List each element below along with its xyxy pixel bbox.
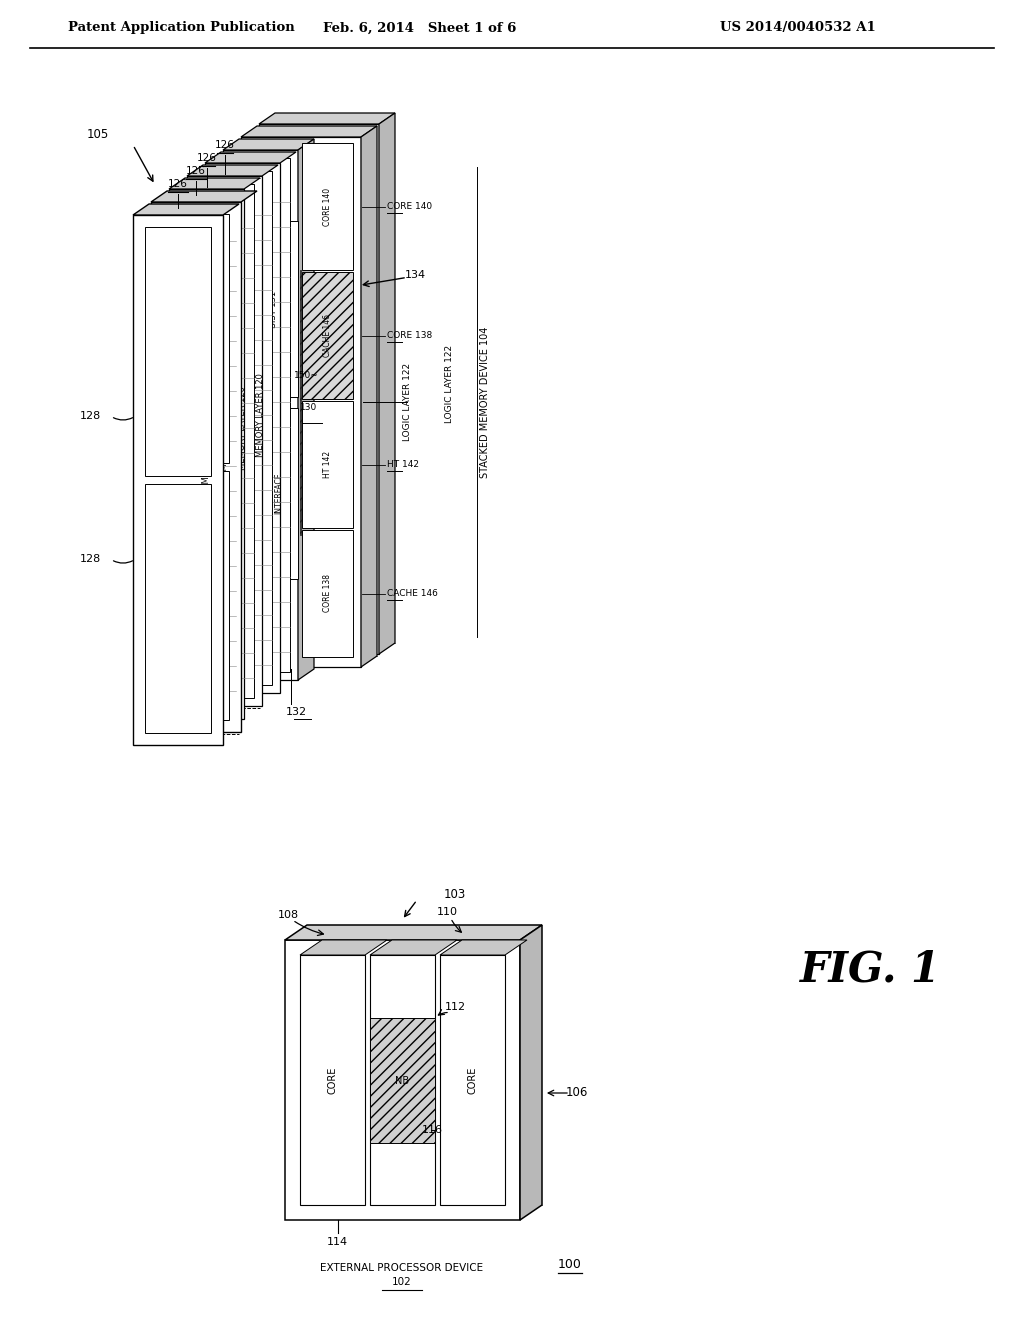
- Text: FIG. 1: FIG. 1: [800, 949, 940, 991]
- Polygon shape: [151, 191, 257, 202]
- Polygon shape: [145, 484, 211, 733]
- Text: Feb. 6, 2014   Sheet 1 of 6: Feb. 6, 2014 Sheet 1 of 6: [324, 21, 517, 34]
- Polygon shape: [285, 925, 542, 940]
- Text: LOGIC LAYER 122: LOGIC LAYER 122: [314, 350, 324, 428]
- Polygon shape: [259, 114, 395, 124]
- Text: CORE 138: CORE 138: [387, 331, 432, 341]
- Text: 103: 103: [443, 888, 466, 902]
- Text: CORE 140: CORE 140: [387, 202, 432, 211]
- Text: 105: 105: [87, 128, 110, 141]
- Text: CORE 138: CORE 138: [323, 574, 332, 612]
- Polygon shape: [285, 940, 520, 1220]
- Text: MEMORY
INTERFACE: MEMORY INTERFACE: [264, 473, 284, 515]
- Text: 128: 128: [80, 554, 101, 565]
- Polygon shape: [213, 172, 272, 685]
- Text: MEMORY LAYER 120: MEMORY LAYER 120: [256, 374, 265, 457]
- Polygon shape: [145, 227, 211, 477]
- Text: EXTERNAL PROCESSOR DEVICE: EXTERNAL PROCESSOR DEVICE: [321, 1263, 483, 1272]
- Polygon shape: [205, 162, 280, 693]
- Text: CACHE 146: CACHE 146: [323, 314, 332, 356]
- Text: 112: 112: [444, 1002, 466, 1012]
- Polygon shape: [370, 954, 435, 1205]
- Text: 126: 126: [197, 153, 216, 162]
- Polygon shape: [187, 176, 262, 706]
- Text: HT 142: HT 142: [387, 459, 419, 469]
- Polygon shape: [302, 143, 353, 271]
- Text: 110: 110: [437, 907, 458, 917]
- Text: 134: 134: [404, 271, 426, 280]
- Text: 108: 108: [278, 909, 299, 920]
- Text: CORE: CORE: [468, 1067, 477, 1094]
- Text: 150~: 150~: [306, 411, 332, 420]
- Text: 116: 116: [422, 1125, 443, 1135]
- Text: 100: 100: [558, 1258, 582, 1271]
- Polygon shape: [298, 139, 314, 680]
- Polygon shape: [151, 202, 241, 733]
- Polygon shape: [241, 125, 377, 137]
- Polygon shape: [205, 152, 296, 162]
- Text: CORE: CORE: [328, 1067, 338, 1094]
- Text: CORE 140: CORE 140: [323, 187, 332, 226]
- Polygon shape: [379, 114, 395, 653]
- Text: 128: 128: [80, 412, 101, 421]
- Text: NB: NB: [395, 1076, 410, 1085]
- Text: 132: 132: [286, 708, 306, 717]
- Polygon shape: [259, 124, 379, 653]
- Polygon shape: [370, 1018, 435, 1143]
- Text: 114: 114: [327, 1237, 348, 1247]
- Text: LOGIC LAYER 122: LOGIC LAYER 122: [297, 363, 305, 441]
- Polygon shape: [520, 925, 542, 1220]
- Text: HT 142: HT 142: [323, 451, 332, 478]
- Polygon shape: [300, 940, 387, 954]
- Polygon shape: [163, 471, 229, 719]
- Polygon shape: [231, 158, 290, 672]
- Polygon shape: [163, 214, 229, 463]
- Text: LOGIC LAYER 122: LOGIC LAYER 122: [402, 363, 412, 441]
- Text: MEMORY LAYER 120: MEMORY LAYER 120: [238, 385, 247, 470]
- Polygon shape: [361, 125, 377, 667]
- Text: 126: 126: [168, 180, 188, 189]
- Text: MEMORY LAYER 120: MEMORY LAYER 120: [220, 399, 229, 483]
- Text: CACHE 146: CACHE 146: [387, 589, 438, 598]
- Polygon shape: [195, 183, 254, 698]
- Polygon shape: [169, 189, 244, 719]
- Polygon shape: [440, 940, 527, 954]
- Polygon shape: [249, 408, 298, 579]
- Text: 130: 130: [300, 403, 317, 412]
- Polygon shape: [223, 150, 298, 680]
- Text: 102: 102: [392, 1276, 412, 1287]
- Polygon shape: [133, 215, 223, 744]
- Polygon shape: [300, 954, 365, 1205]
- Text: BIST 131: BIST 131: [269, 290, 278, 327]
- Polygon shape: [169, 178, 260, 189]
- Text: LOGIC LAYER 122: LOGIC LAYER 122: [445, 345, 455, 424]
- Text: 106: 106: [566, 1086, 588, 1100]
- Polygon shape: [187, 165, 278, 176]
- Text: STACKED MEMORY DEVICE 104: STACKED MEMORY DEVICE 104: [480, 326, 490, 478]
- Polygon shape: [370, 940, 457, 954]
- Polygon shape: [249, 220, 298, 397]
- Text: 150~: 150~: [294, 371, 318, 380]
- Polygon shape: [440, 954, 505, 1205]
- Text: US 2014/0040532 A1: US 2014/0040532 A1: [720, 21, 876, 34]
- Text: 126: 126: [186, 166, 206, 176]
- Text: Patent Application Publication: Patent Application Publication: [68, 21, 295, 34]
- Polygon shape: [223, 139, 314, 150]
- Polygon shape: [302, 531, 353, 657]
- Polygon shape: [133, 205, 239, 215]
- Polygon shape: [241, 137, 361, 667]
- Polygon shape: [177, 197, 236, 711]
- Text: MEMORY LAYER 120: MEMORY LAYER 120: [202, 412, 211, 496]
- Text: 126: 126: [215, 140, 234, 150]
- Polygon shape: [302, 272, 353, 399]
- Polygon shape: [302, 401, 353, 528]
